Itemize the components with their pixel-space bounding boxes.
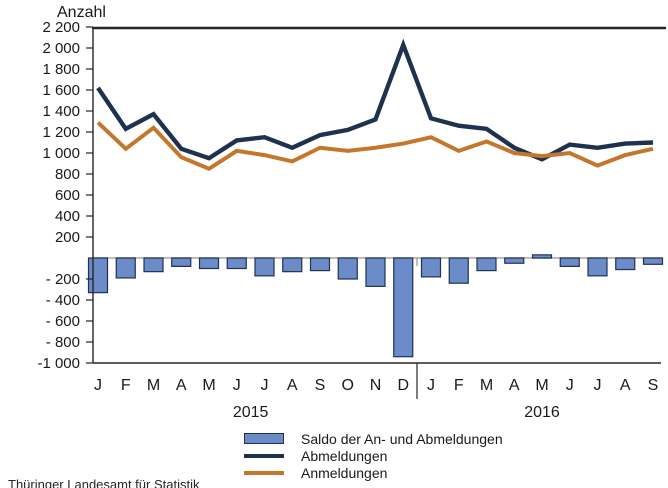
y-tick-label: -1 000 — [37, 355, 80, 372]
month-label: A — [287, 377, 298, 394]
legend: Saldo der An- und Abmeldungen Abmeldunge… — [244, 430, 503, 481]
y-tick-label: 1 200 — [42, 124, 80, 141]
month-label: M — [535, 377, 548, 394]
y-axis-ticks: 2 200 2 000 1 800 1 600 1 400 1 200 1 000 800 60… — [37, 19, 93, 372]
saldo-bar — [476, 257, 497, 272]
month-label: F — [454, 377, 464, 394]
saldo-bar — [504, 257, 525, 264]
saldo-bar — [587, 257, 608, 277]
line-anmeldungen — [96, 121, 654, 171]
legend-item-anmeldungen: Anmeldungen — [244, 464, 503, 481]
source-attribution: Thüringer Landesamt für Statistik — [8, 477, 200, 488]
y-tick-label: 800 — [55, 166, 80, 183]
chart-svg: 2 200 2 000 1 800 1 600 1 400 1 200 1 000 800 60… — [37, 19, 666, 421]
legend-label: Abmeldungen — [301, 447, 388, 464]
month-label: N — [370, 377, 382, 394]
month-label: S — [648, 377, 659, 394]
month-label: D — [397, 377, 409, 394]
saldo-bar — [337, 257, 358, 280]
saldo-bar — [531, 254, 553, 259]
month-label: A — [176, 377, 187, 394]
saldo-bar — [171, 257, 192, 267]
saldo-bar — [615, 257, 636, 271]
legend-label: Saldo der An- und Abmeldungen — [301, 430, 503, 447]
saldo-bar — [115, 257, 136, 279]
legend-label: Anmeldungen — [301, 464, 388, 481]
month-label: J — [233, 377, 241, 394]
y-tick-label: 1 000 — [42, 145, 80, 162]
month-label: A — [509, 377, 520, 394]
y-tick-label: 400 — [55, 208, 80, 225]
saldo-bar — [143, 257, 164, 273]
line-abmeldungen — [96, 38, 654, 162]
month-label: S — [315, 377, 326, 394]
legend-item-saldo: Saldo der An- und Abmeldungen — [244, 430, 503, 447]
month-label: J — [594, 377, 602, 394]
legend-item-abmeldungen: Abmeldungen — [244, 447, 503, 464]
y-axis-title: Anzahl — [57, 4, 106, 21]
month-label: M — [147, 377, 160, 394]
year-label: 2015 — [233, 404, 269, 421]
y-tick-label: - 600 — [46, 313, 80, 330]
month-label: J — [427, 377, 435, 394]
saldo-bar — [420, 257, 442, 278]
y-tick-label: - 400 — [46, 292, 80, 309]
month-label: A — [620, 377, 631, 394]
month-label: M — [480, 377, 493, 394]
y-tick-label: 2 200 — [42, 19, 80, 36]
saldo-bar — [559, 257, 580, 267]
abmeldungen-line-swatch-icon — [244, 453, 284, 458]
saldo-bar — [87, 257, 109, 294]
saldo-swatch-icon — [244, 433, 284, 444]
month-label: J — [94, 377, 102, 394]
y-tick-label: 200 — [55, 229, 80, 246]
y-tick-label: 1 600 — [42, 82, 80, 99]
month-label: J — [566, 377, 574, 394]
saldo-bar — [448, 257, 469, 284]
y-tick-label: 2 000 — [42, 40, 80, 57]
x-axis-year-labels: 2015 2016 — [233, 404, 560, 421]
month-label: F — [121, 377, 131, 394]
saldo-bars — [87, 254, 664, 358]
month-label: M — [202, 377, 215, 394]
y-tick-label: 1 400 — [42, 103, 80, 120]
saldo-bar — [254, 257, 275, 277]
saldo-bar — [309, 257, 331, 272]
y-tick-label: - 800 — [46, 334, 80, 351]
year-label: 2016 — [524, 404, 560, 421]
month-label: J — [261, 377, 269, 394]
y-tick-label: - 200 — [46, 271, 80, 288]
saldo-bar — [365, 257, 386, 287]
saldo-bar — [393, 257, 414, 358]
saldo-bar — [282, 257, 303, 273]
saldo-bar — [198, 257, 220, 270]
y-tick-label: 600 — [55, 187, 80, 204]
saldo-bar — [642, 257, 664, 265]
y-tick-label: 1 800 — [42, 61, 80, 78]
saldo-bar — [226, 257, 247, 270]
anmeldungen-line-swatch-icon — [244, 470, 284, 475]
month-label: O — [342, 377, 354, 394]
